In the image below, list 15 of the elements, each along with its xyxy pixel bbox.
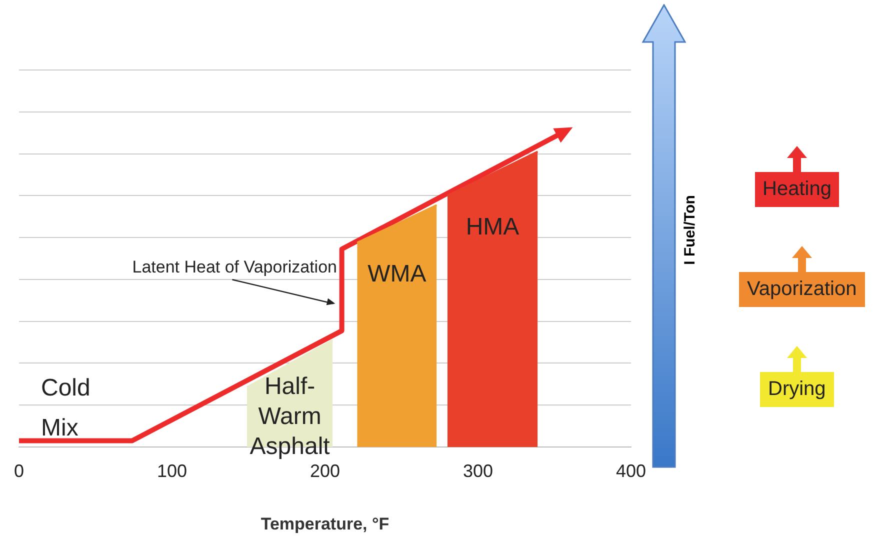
x-tick-label: 400 (616, 460, 646, 481)
series-label: HMA (466, 213, 520, 240)
text: Heating (754, 172, 840, 207)
series-label: Half-Warm Asphalt (250, 372, 330, 460)
series-label: WMA (368, 260, 426, 288)
text: Drying (760, 372, 834, 407)
x-tick-label: 100 (156, 460, 188, 481)
x-tick-label: 0 (14, 460, 24, 481)
x-tick-label: 200 (310, 460, 340, 481)
x-tick-label: 300 (462, 460, 494, 481)
annotation: Cold Mix (41, 374, 90, 442)
annotation: Latent Heat of Vaporization (132, 257, 337, 276)
x-axis-title: Temperature, °F (260, 514, 390, 534)
y-axis-title: I Fuel/Ton (682, 195, 698, 265)
text: Vaporization (739, 272, 865, 307)
